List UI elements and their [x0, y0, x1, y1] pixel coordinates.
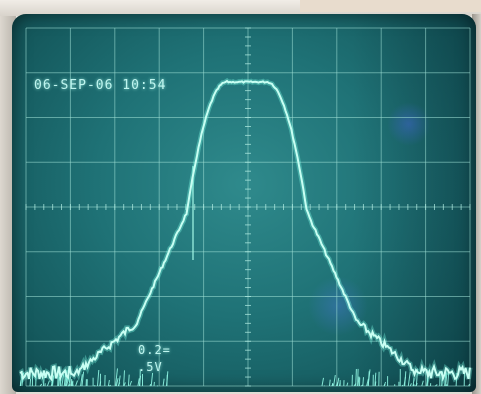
- noise-spike: [123, 370, 125, 387]
- noise-spike: [66, 378, 69, 387]
- noise-spike: [129, 380, 133, 387]
- noise-spike: [421, 380, 424, 387]
- signal-trace: [19, 79, 471, 382]
- noise-spike: [321, 377, 324, 387]
- noise-spike: [162, 378, 165, 387]
- noise-spike: [19, 380, 22, 387]
- signal-trace-glow: [18, 77, 473, 387]
- noise-spike: [331, 383, 334, 387]
- timestamp-readout: 06-SEP-06 10:54: [34, 78, 167, 93]
- noise-spike: [329, 379, 331, 387]
- noise-spike: [468, 383, 471, 387]
- screen-shading: [352, 14, 476, 392]
- noise-spike: [434, 384, 438, 387]
- noise-spike: [360, 384, 363, 387]
- noise-spike: [447, 372, 450, 387]
- crt-screen: 06-SEP-06 10:54 0.2= .5V: [12, 14, 476, 392]
- noise-spike: [118, 375, 121, 387]
- noise-spike: [137, 378, 140, 387]
- noise-spike: [43, 377, 45, 387]
- noise-spike: [150, 372, 154, 387]
- screen-reflection-glow: [387, 102, 431, 146]
- noise-spike: [355, 368, 357, 387]
- noise-spike: [374, 381, 377, 387]
- channel-readout-2: .5V: [138, 360, 163, 374]
- noise-spike: [108, 384, 112, 387]
- noise-spike: [71, 381, 73, 387]
- noise-spike: [166, 374, 168, 387]
- noise-spike: [367, 369, 371, 387]
- noise-spike: [50, 379, 54, 387]
- channel-readout-1: 0.2=: [138, 343, 171, 357]
- noise-spike: [29, 378, 32, 387]
- noise-spike: [97, 369, 100, 387]
- noise-spike: [93, 385, 96, 387]
- noise-spike: [353, 383, 357, 387]
- screen-reflection-glow-lower: [308, 276, 368, 336]
- noise-spike: [149, 383, 152, 387]
- scope-bezel-top-right: [300, 0, 481, 12]
- noise-spike: [407, 372, 411, 387]
- noise-spike: [383, 383, 386, 387]
- noise-spike: [115, 368, 118, 387]
- graticule-minor-ticks: [25, 27, 471, 387]
- noise-spike: [357, 368, 359, 387]
- noise-spike: [75, 380, 78, 387]
- noise-spike: [81, 371, 85, 387]
- noise-spike: [335, 382, 339, 387]
- noise-spike: [115, 378, 119, 387]
- graticule-and-trace: [18, 27, 473, 387]
- noise-spike: [58, 377, 61, 387]
- noise-spike: [338, 382, 341, 387]
- noise-spike: [138, 375, 142, 387]
- noise-spike: [333, 375, 336, 387]
- noise-spike: [403, 376, 406, 387]
- scope-bezel-right: [472, 14, 481, 394]
- noise-spike: [70, 378, 73, 387]
- noise-spike: [46, 380, 50, 387]
- noise-spike: [362, 377, 364, 387]
- noise-spike: [80, 374, 83, 387]
- noise-spike: [107, 380, 110, 387]
- noise-spike: [336, 377, 340, 387]
- noise-spike: [346, 382, 349, 387]
- noise-spike: [65, 370, 68, 387]
- noise-spike: [127, 374, 130, 387]
- noise-spike: [412, 378, 415, 387]
- noise-spike: [61, 373, 65, 387]
- noise-spike: [123, 382, 126, 387]
- noise-spike: [445, 372, 448, 387]
- noise-spike: [401, 384, 404, 387]
- noise-spike: [68, 376, 71, 387]
- noise-spike: [39, 383, 43, 387]
- noise-spike: [366, 378, 369, 387]
- noise-spike: [409, 383, 412, 387]
